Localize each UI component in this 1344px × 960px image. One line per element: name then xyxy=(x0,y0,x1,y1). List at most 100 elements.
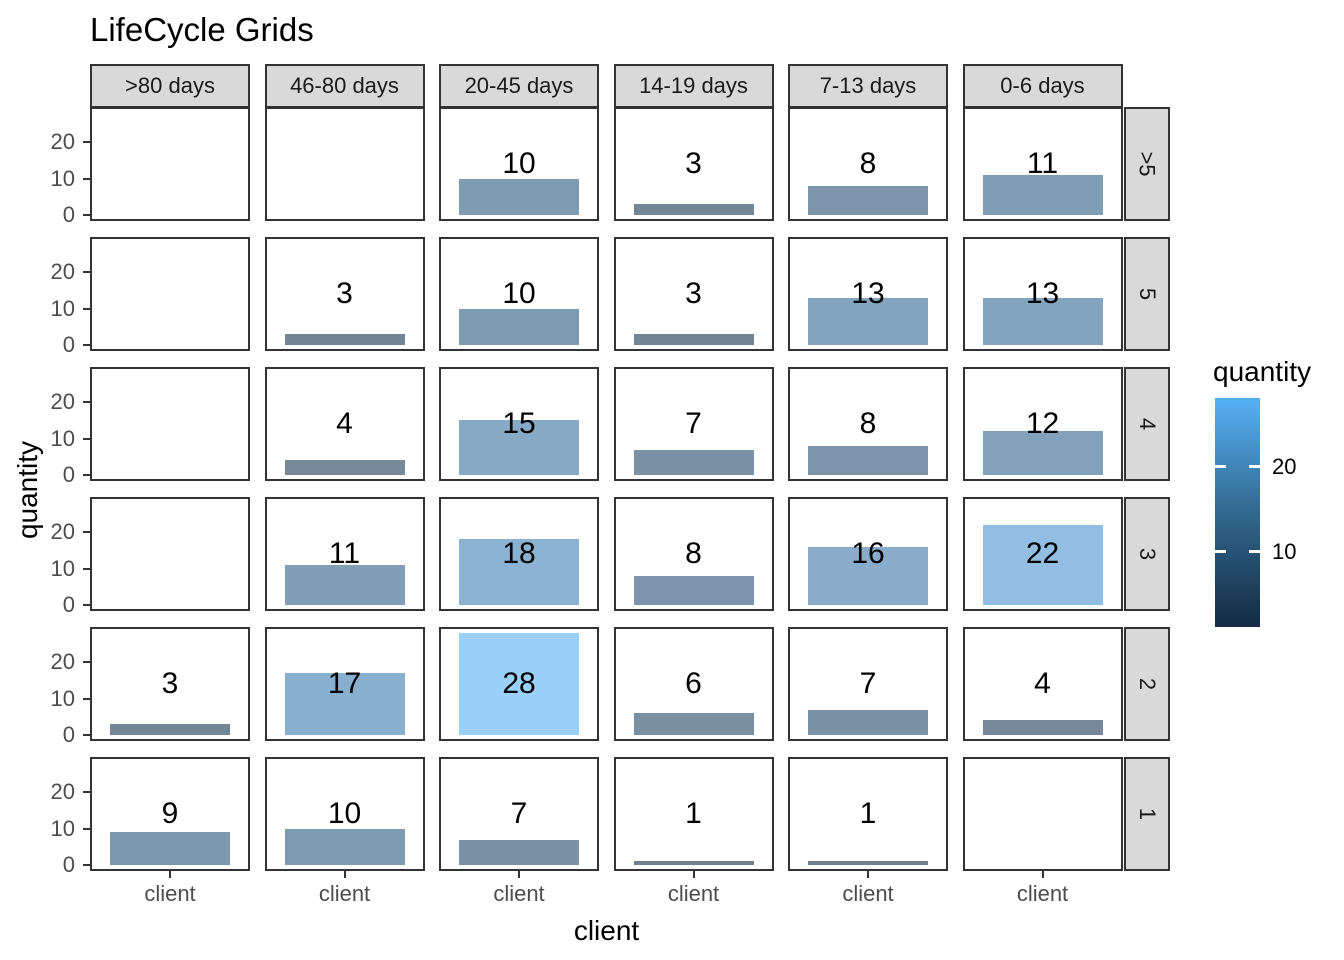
facet-panel: 9 xyxy=(90,757,250,871)
bar xyxy=(284,334,405,345)
bar-value-label: 6 xyxy=(685,667,702,700)
facet-panel: 18 xyxy=(439,497,599,611)
x-axis-tick xyxy=(692,871,695,878)
facet-panel: 4 xyxy=(264,367,425,481)
bar xyxy=(459,420,579,475)
x-axis-tick xyxy=(343,871,346,878)
bar xyxy=(982,720,1103,735)
facet-panel: 1 xyxy=(788,757,948,871)
facet-panel: 10 xyxy=(439,237,599,351)
y-axis-tick xyxy=(83,661,90,664)
facet-panel: 10 xyxy=(439,107,599,221)
facet-panel: 8 xyxy=(613,497,774,611)
facet-panel: 1 xyxy=(613,757,774,871)
bar-value-label: 1 xyxy=(859,797,877,830)
row-facet-strip: 2 xyxy=(1124,627,1170,741)
bar xyxy=(633,334,754,345)
bar xyxy=(110,724,230,735)
x-axis-tick-label: client xyxy=(667,881,720,906)
facet-panel: 13 xyxy=(788,237,948,351)
y-axis-title: quantity xyxy=(12,440,43,540)
x-axis-tick xyxy=(518,871,520,878)
facet-panel: 8 xyxy=(788,367,948,481)
bar xyxy=(982,431,1103,475)
bar-value-label: 4 xyxy=(336,407,353,440)
y-axis-tick xyxy=(83,401,90,404)
bar xyxy=(982,297,1103,345)
bar xyxy=(633,861,754,865)
plot-area: >80 days client 46-80 days client 20-45 days… xyxy=(51,64,1344,924)
bar-value-label: 28 xyxy=(502,667,536,700)
y-axis-tick-label: 10 xyxy=(50,815,75,841)
facet-panel: 10 xyxy=(264,757,425,871)
y-axis-tick-label: 20 xyxy=(50,129,75,155)
x-axis-tick xyxy=(867,871,869,878)
y-axis-tick xyxy=(83,697,90,700)
y-axis-tick-label: 0 xyxy=(62,852,75,877)
bar-value-label: 8 xyxy=(685,537,702,570)
row-facet-strip: >5 xyxy=(1124,107,1170,221)
y-axis-tick xyxy=(83,307,90,310)
facet-panel xyxy=(962,757,1123,871)
row-facet-strip-label: >5 xyxy=(1135,151,1160,177)
y-axis-tick-label: 20 xyxy=(50,389,75,415)
facet-panel: 17 xyxy=(264,627,425,741)
legend-tick-mark xyxy=(1249,550,1260,553)
legend-tick-mark xyxy=(1215,550,1226,553)
bar-value-label: 13 xyxy=(1025,277,1060,310)
bar-value-label: 3 xyxy=(685,277,702,310)
y-axis-tick xyxy=(83,177,90,180)
bar xyxy=(284,673,405,735)
facet-panel: 7 xyxy=(439,757,599,871)
column-facet-strip: 7-13 days xyxy=(788,64,948,108)
facet-panel: 13 xyxy=(962,237,1123,351)
column-facet-strip: >80 days xyxy=(90,64,250,108)
bar xyxy=(110,832,230,865)
bar-value-label: 18 xyxy=(502,537,536,570)
row-facet-strip-label: 2 xyxy=(1135,677,1160,691)
y-axis-tick xyxy=(83,214,90,216)
bar xyxy=(982,174,1103,215)
bar xyxy=(459,633,579,735)
bar xyxy=(459,178,579,215)
bar-value-label: 16 xyxy=(851,537,885,570)
column-facet-strip: 20-45 days xyxy=(439,64,599,108)
legend-tick-label: 20 xyxy=(1272,454,1297,479)
facet-panel: 12 xyxy=(962,367,1123,481)
y-axis-tick-label: 20 xyxy=(50,649,75,675)
bar xyxy=(633,204,754,215)
y-axis-tick-label: 0 xyxy=(62,202,75,227)
bar-value-label: 10 xyxy=(327,797,362,830)
bar-value-label: 3 xyxy=(336,277,353,310)
x-axis-tick-label: client xyxy=(493,881,545,906)
legend-tick-mark xyxy=(1215,465,1226,468)
facet-panel xyxy=(90,107,250,221)
bar-value-label: 3 xyxy=(161,667,179,700)
x-axis-title: client xyxy=(573,915,640,946)
row-facet-strip: 4 xyxy=(1124,367,1170,481)
y-axis-tick xyxy=(83,567,90,570)
facet-panel: 3 xyxy=(90,627,250,741)
x-axis-tick xyxy=(169,871,171,878)
bar-value-label: 11 xyxy=(328,537,361,570)
legend-colorbar xyxy=(1215,398,1260,627)
y-axis-tick-label: 20 xyxy=(50,259,75,285)
facet-panel: 3 xyxy=(613,107,774,221)
bar xyxy=(982,524,1103,605)
bar xyxy=(808,861,928,865)
bar xyxy=(633,575,754,605)
x-axis-tick-label: client xyxy=(144,881,196,906)
bar xyxy=(808,297,928,345)
y-axis-tick xyxy=(83,604,90,606)
facet-panel: 7 xyxy=(613,367,774,481)
y-axis-tick-label: 10 xyxy=(50,555,75,581)
y-axis-tick-label: 0 xyxy=(62,722,75,747)
bar-value-label: 17 xyxy=(327,667,362,700)
y-axis-tick xyxy=(83,271,90,274)
row-facet-strip-label: 5 xyxy=(1135,287,1160,301)
y-axis-tick xyxy=(83,437,90,440)
facet-panel: 22 xyxy=(962,497,1123,611)
y-axis-tick xyxy=(83,531,90,534)
row-facet-strip: 3 xyxy=(1124,497,1170,611)
